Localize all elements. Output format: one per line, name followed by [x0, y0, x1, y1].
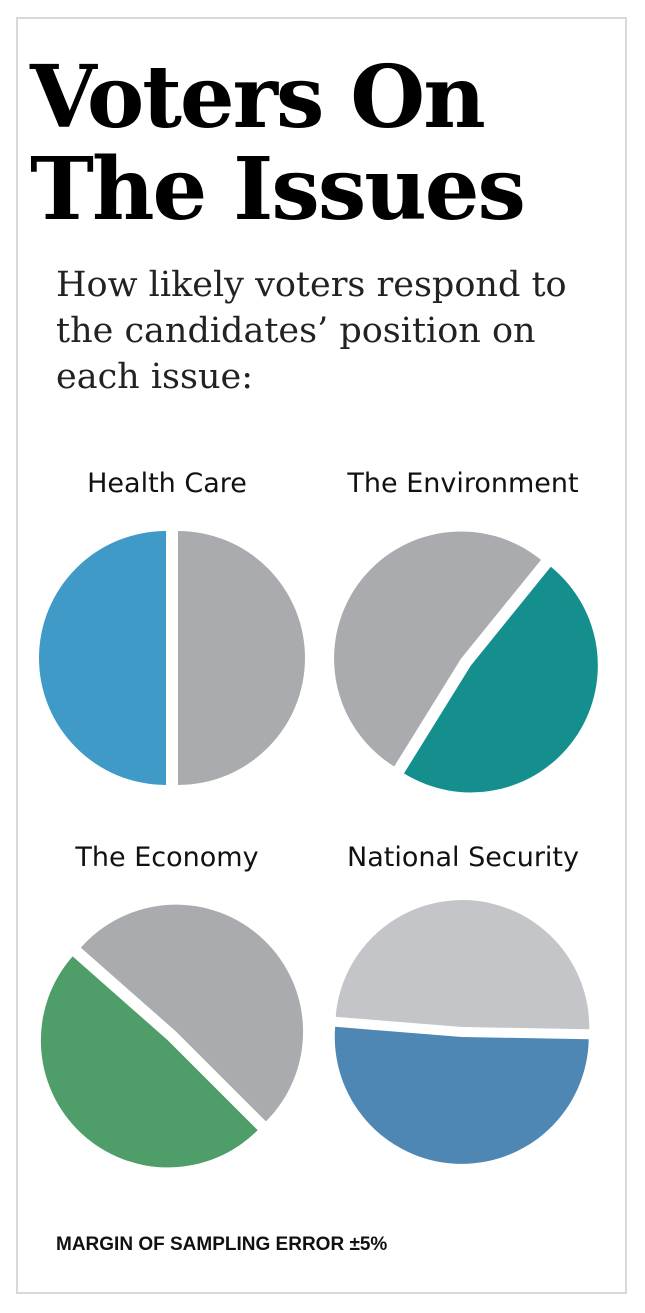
- pie-slice-environment-1: [403, 566, 598, 793]
- pie-title-environment: The Environment: [347, 468, 579, 499]
- pie-slice-economy-1: [40, 956, 258, 1168]
- pie-title-health-care: Health Care: [87, 468, 247, 499]
- pie-slice-health-care-1: [39, 531, 166, 785]
- pie-slice-environment-2: [334, 531, 542, 767]
- pie-slice-national-security-2: [335, 900, 590, 1030]
- pie-slice-national-security-1: [334, 1026, 589, 1164]
- pie-slice-health-care-2: [178, 531, 305, 785]
- sampling-error-note: MARGIN OF SAMPLING ERROR ±5%: [56, 1234, 388, 1255]
- pie-title-national-security: National Security: [347, 842, 579, 873]
- pie-title-economy: The Economy: [75, 842, 259, 873]
- chart-title: Voters On The Issues: [30, 47, 526, 240]
- pie-slice-economy-2: [80, 904, 304, 1122]
- chart-subtitle: How likely voters respond to the candida…: [56, 265, 567, 397]
